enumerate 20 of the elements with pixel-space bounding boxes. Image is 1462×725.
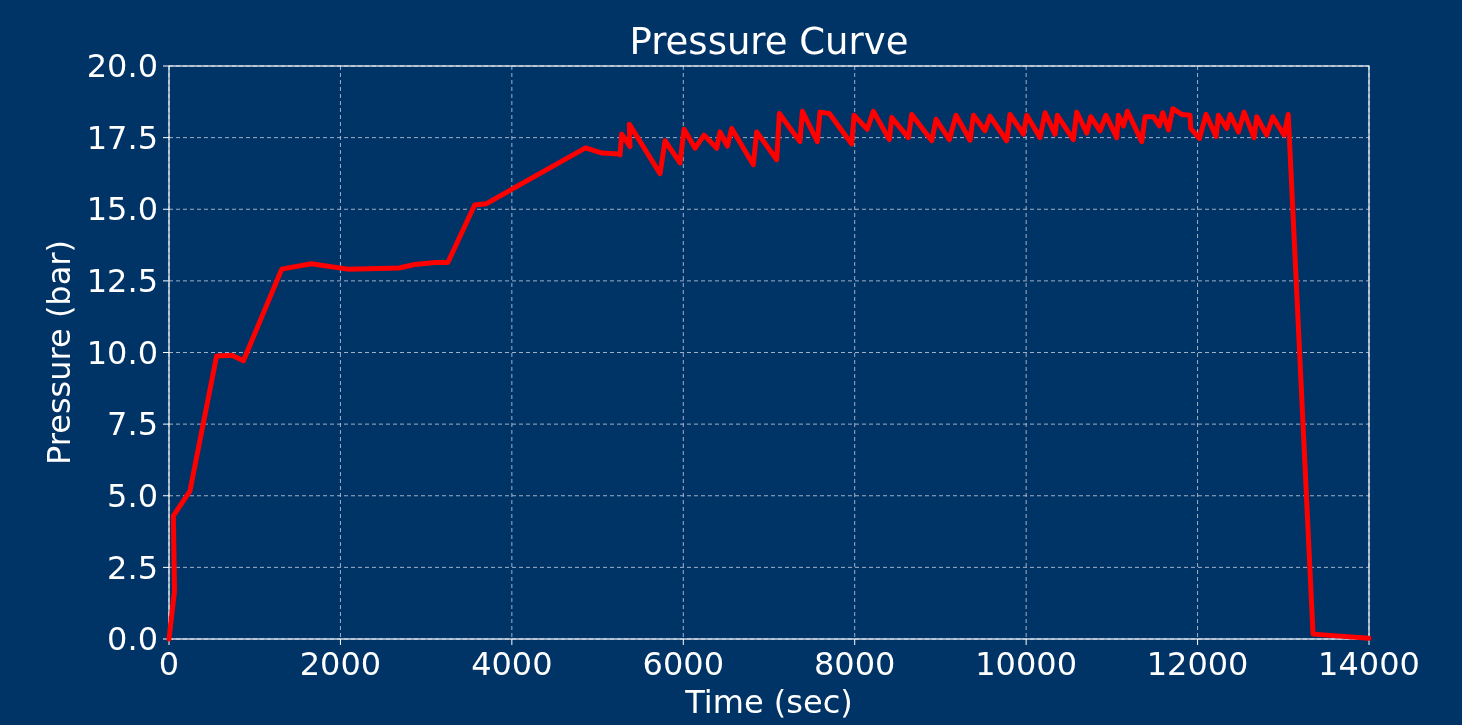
y-tick-label: 17.5 [86, 118, 158, 157]
x-tick-label: 8000 [814, 645, 896, 683]
chart-title: Pressure Curve [629, 20, 909, 63]
x-tick-label: 2000 [299, 645, 382, 683]
x-tick-label: 0 [158, 645, 180, 683]
x-tick-label: 4000 [471, 645, 553, 683]
x-tick-label: 12000 [1146, 645, 1249, 683]
y-tick-label: 2.5 [107, 548, 158, 587]
y-tick-label: 20.0 [86, 47, 158, 86]
y-tick-label: 12.5 [86, 262, 158, 301]
y-tick-label: 0.0 [107, 620, 158, 659]
x-tick-label: 10000 [975, 645, 1078, 683]
x-axis-title: Time (sec) [684, 683, 853, 721]
y-axis-title: Pressure (bar) [40, 240, 78, 465]
y-tick-label: 10.0 [86, 333, 158, 372]
y-tick-label: 7.5 [107, 405, 158, 444]
y-tick-label: 15.0 [86, 190, 158, 229]
x-tick-label: 6000 [642, 645, 724, 683]
y-tick-label: 5.0 [107, 476, 158, 515]
x-tick-label: 14000 [1318, 645, 1420, 683]
